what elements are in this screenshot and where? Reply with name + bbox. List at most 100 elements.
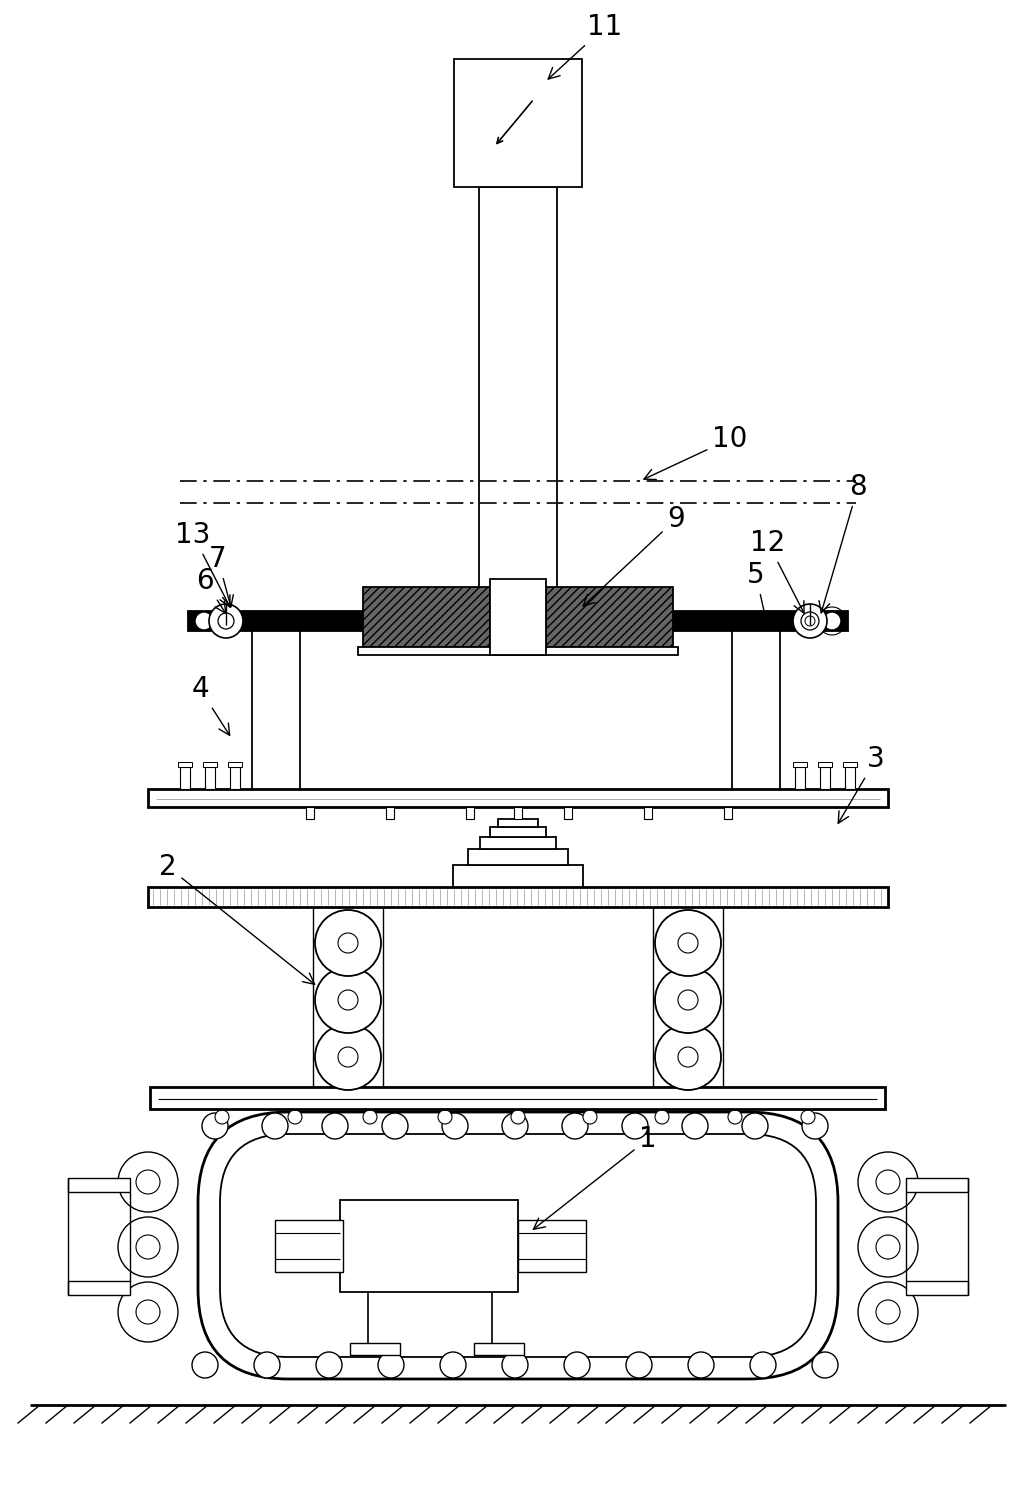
Circle shape [801, 1109, 815, 1124]
Bar [818, 761, 832, 767]
Bar [340, 1200, 518, 1292]
Bar [453, 865, 583, 888]
Bar [228, 761, 242, 767]
Text: 9: 9 [583, 506, 685, 607]
Bar [644, 807, 652, 819]
Circle shape [192, 1352, 218, 1378]
Bar [454, 59, 582, 187]
Circle shape [876, 1170, 900, 1194]
Circle shape [382, 1112, 408, 1139]
Bar [490, 578, 546, 654]
Bar [180, 767, 190, 790]
Circle shape [622, 1112, 648, 1139]
Circle shape [511, 1109, 525, 1124]
Circle shape [876, 1300, 900, 1323]
Bar [821, 767, 830, 790]
Text: 4: 4 [192, 675, 230, 736]
Circle shape [363, 1109, 377, 1124]
Bar [724, 807, 732, 819]
Circle shape [315, 910, 381, 975]
Circle shape [678, 990, 698, 1010]
Bar [148, 790, 888, 807]
Circle shape [688, 1352, 714, 1378]
Circle shape [655, 1109, 669, 1124]
Circle shape [742, 1112, 768, 1139]
Bar [795, 767, 805, 790]
Bar [793, 761, 807, 767]
Text: 7: 7 [209, 546, 233, 607]
Circle shape [338, 1047, 358, 1068]
Bar [252, 625, 300, 790]
Circle shape [316, 1352, 342, 1378]
Bar [363, 587, 490, 647]
Circle shape [793, 604, 827, 638]
Bar [732, 625, 780, 790]
Circle shape [750, 1352, 776, 1378]
Circle shape [215, 1109, 229, 1124]
Circle shape [262, 1112, 288, 1139]
Circle shape [118, 1152, 178, 1212]
Text: 2: 2 [160, 854, 315, 984]
Circle shape [655, 910, 721, 975]
Bar [68, 1280, 130, 1295]
Bar [843, 761, 857, 767]
Circle shape [801, 613, 819, 630]
Circle shape [876, 1236, 900, 1259]
Bar [350, 1343, 400, 1355]
Bar [230, 767, 240, 790]
Circle shape [502, 1352, 528, 1378]
Bar [468, 849, 568, 865]
Circle shape [315, 967, 381, 1033]
Circle shape [378, 1352, 404, 1378]
Circle shape [338, 932, 358, 953]
Circle shape [678, 1047, 698, 1068]
Bar [275, 1219, 343, 1271]
Bar [188, 611, 848, 630]
Circle shape [655, 1025, 721, 1090]
Circle shape [858, 1282, 918, 1341]
Text: 11: 11 [548, 13, 623, 79]
Circle shape [438, 1109, 452, 1124]
Circle shape [626, 1352, 652, 1378]
Bar [480, 837, 556, 849]
Bar [474, 1343, 524, 1355]
Circle shape [858, 1152, 918, 1212]
Text: 12: 12 [750, 529, 804, 613]
Bar [466, 807, 474, 819]
FancyBboxPatch shape [198, 1112, 838, 1378]
Circle shape [440, 1352, 466, 1378]
Bar [906, 1280, 968, 1295]
Bar [514, 807, 522, 819]
Circle shape [442, 1112, 468, 1139]
Circle shape [682, 1112, 708, 1139]
Text: 5: 5 [747, 561, 770, 625]
Bar [546, 587, 673, 647]
Text: 1: 1 [534, 1126, 657, 1230]
Bar [150, 1087, 885, 1109]
Circle shape [812, 1352, 838, 1378]
Circle shape [562, 1112, 588, 1139]
Circle shape [564, 1352, 589, 1378]
Circle shape [218, 613, 234, 629]
Circle shape [136, 1170, 160, 1194]
Circle shape [655, 967, 721, 1033]
Circle shape [583, 1109, 597, 1124]
Bar [845, 767, 855, 790]
Bar [68, 1178, 130, 1193]
Bar [358, 647, 678, 654]
Text: 10: 10 [644, 425, 748, 479]
Circle shape [678, 932, 698, 953]
Circle shape [136, 1300, 160, 1323]
Bar [386, 807, 394, 819]
Circle shape [858, 1216, 918, 1277]
FancyBboxPatch shape [220, 1135, 816, 1358]
Bar [306, 807, 314, 819]
Circle shape [118, 1282, 178, 1341]
Circle shape [254, 1352, 280, 1378]
Bar [148, 888, 888, 907]
Circle shape [136, 1236, 160, 1259]
Text: 3: 3 [838, 745, 885, 824]
Circle shape [195, 613, 213, 630]
Text: 13: 13 [175, 520, 230, 607]
Bar [178, 761, 192, 767]
